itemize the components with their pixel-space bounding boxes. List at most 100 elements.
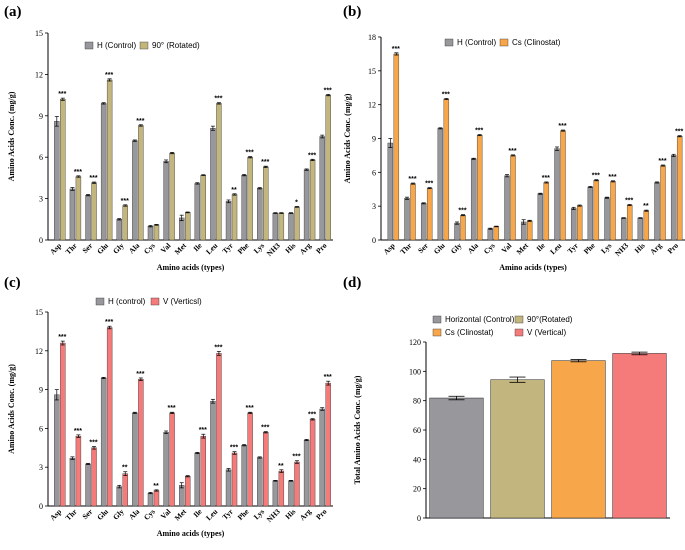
x-tick-label: His (633, 241, 647, 255)
x-tick-label: Ala (127, 507, 141, 521)
bar-Phe-1 (247, 412, 253, 507)
x-tick-label: Thr (64, 241, 80, 257)
bar-Pro-1 (325, 382, 331, 507)
significance-mark: *** (261, 159, 269, 166)
x-tick-label: Glu (432, 241, 447, 256)
bar-Pro-0 (319, 136, 325, 241)
x-tick-label: Phe (236, 241, 251, 256)
y-tick-label: 3 (39, 195, 43, 204)
bar-Gly-1 (122, 473, 128, 507)
x-tick-label: Lys (252, 241, 266, 255)
bar-Thr-0 (69, 188, 76, 241)
x-axis-label: Amino acids (types) (157, 529, 225, 538)
significance-mark: *** (324, 374, 332, 381)
bar-Gly-0 (454, 222, 460, 241)
bar-Val-1 (510, 155, 516, 241)
significance-mark: *** (105, 319, 113, 326)
significance-mark: *** (592, 173, 600, 180)
bar-Thr-1 (410, 183, 416, 241)
significance-mark: *** (199, 427, 207, 434)
y-axis-label: Amino Acids Conc. (mg/g) (343, 93, 352, 183)
bar-Met-1 (184, 212, 191, 241)
bar-Ala-0 (132, 412, 138, 507)
bar-Val-0 (163, 161, 169, 241)
x-tick-label: His (283, 507, 297, 521)
bar-Glu-1 (106, 79, 113, 241)
significance-mark: *** (625, 197, 633, 204)
bar-Tyr-1 (231, 194, 238, 241)
legend-label: H (Control) (457, 38, 496, 47)
y-tick-label: 0 (39, 236, 43, 245)
bar-Met-0 (520, 221, 527, 241)
bar-Cys-0 (487, 228, 494, 241)
bar-NH3-1 (626, 204, 633, 241)
bar-Arg-0 (303, 169, 310, 241)
bar-Met-1 (184, 476, 191, 507)
significance-mark: *** (392, 46, 400, 53)
x-tick-label: NH3 (265, 241, 282, 258)
x-tick-label: Pro (314, 507, 329, 522)
bar-Leu-1 (560, 130, 566, 241)
legend-label: Cs (Clinostat) (445, 328, 494, 337)
bar-Asp-0 (387, 142, 394, 241)
x-tick-label: Ser (80, 507, 94, 521)
y-tick-label: 18 (368, 33, 376, 42)
bar-Arg-1 (660, 165, 666, 241)
legend-swatch (432, 328, 442, 337)
legend-swatch (514, 328, 524, 337)
bar-Tyr-0 (225, 201, 232, 241)
significance-mark: ** (643, 203, 649, 210)
legend-swatch (150, 297, 160, 306)
x-tick-label: Lys (252, 507, 266, 521)
bar-NH3-1 (278, 212, 285, 241)
x-tick-label: Asp (48, 241, 63, 256)
x-tick-label: Ile (534, 241, 547, 254)
x-tick-label: Tyr (566, 241, 581, 256)
x-tick-label: Pro (314, 241, 329, 256)
bar-Pro-0 (670, 155, 677, 241)
bar-His-0 (637, 217, 644, 241)
bar-Leu-0 (554, 148, 560, 241)
bar-NH3-1 (278, 470, 285, 507)
bar-1 (490, 379, 545, 519)
legend-label: 90°(Rotated) (527, 315, 573, 324)
y-tick-label: 12 (35, 347, 43, 356)
y-tick-label: 100 (409, 367, 421, 376)
bar-Pro-0 (319, 408, 325, 507)
panel-label: (b) (343, 4, 361, 20)
bar-Glu-0 (100, 377, 107, 507)
bar-Ala-1 (138, 379, 144, 507)
x-tick-label: Ala (127, 241, 141, 255)
bar-Cys-1 (153, 224, 160, 241)
y-tick-label: 15 (368, 67, 376, 76)
significance-mark: *** (308, 412, 316, 419)
significance-mark: *** (308, 152, 316, 159)
bar-Asp-1 (393, 53, 400, 241)
bar-Ser-0 (420, 203, 427, 241)
bar-Ile-1 (200, 435, 207, 507)
legend-swatch (514, 315, 524, 324)
panel-label: (d) (343, 275, 361, 291)
significance-mark: *** (442, 91, 450, 98)
significance-mark: *** (324, 87, 332, 94)
significance-mark: *** (121, 198, 129, 205)
x-tick-label: Pro (666, 241, 681, 256)
y-axis-label: Amino Acids Conc. (mg/g) (7, 91, 16, 181)
y-tick-label: 120 (409, 338, 421, 347)
panel-label: (c) (4, 275, 21, 291)
significance-mark: *** (292, 454, 300, 461)
bar-Met-0 (178, 485, 185, 507)
legend-swatch (499, 38, 509, 47)
bar-Gly-0 (116, 219, 122, 241)
bar-Leu-1 (216, 353, 222, 507)
bar-Thr-0 (404, 198, 410, 241)
significance-mark: ** (122, 465, 128, 472)
bar-Asp-0 (54, 394, 60, 507)
significance-mark: *** (89, 175, 97, 182)
significance-mark: *** (425, 181, 433, 188)
significance-mark: *** (74, 428, 82, 435)
bar-Leu-1 (216, 103, 222, 241)
bar-Lys-1 (610, 181, 616, 241)
x-tick-label: Cys (482, 241, 497, 256)
